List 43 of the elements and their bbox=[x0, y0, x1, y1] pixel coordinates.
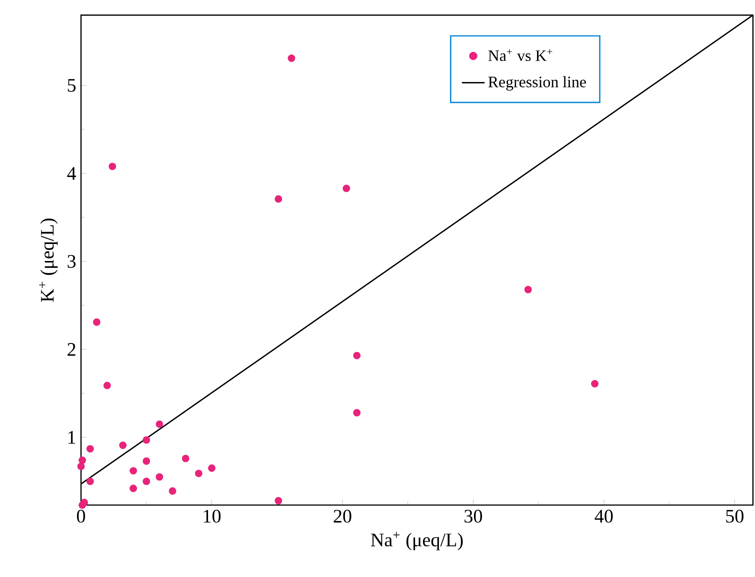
point bbox=[342, 184, 350, 192]
point bbox=[274, 496, 282, 504]
point bbox=[353, 408, 361, 416]
point bbox=[524, 286, 532, 294]
point bbox=[108, 162, 116, 170]
legend-label: Regression line bbox=[488, 76, 586, 91]
y-tick-label: 2 bbox=[68, 342, 76, 356]
y-axis-title: K$^{+}$ (μeq/L) bbox=[39, 218, 58, 302]
point bbox=[142, 436, 150, 444]
point bbox=[156, 420, 164, 428]
x-tick-label: 10 bbox=[204, 510, 221, 523]
point bbox=[103, 382, 111, 390]
point bbox=[156, 473, 164, 481]
point bbox=[130, 466, 138, 474]
y-tick-label: 3 bbox=[68, 254, 76, 268]
point bbox=[208, 464, 216, 472]
y-tick-label: 5 bbox=[68, 79, 76, 92]
x-tick-label: 20 bbox=[334, 510, 352, 523]
x-tick-label: 0 bbox=[76, 510, 86, 523]
point bbox=[119, 441, 127, 449]
legend-label: Na$^{+}$ vs K$^{+}$ bbox=[488, 49, 552, 61]
point bbox=[142, 478, 150, 485]
point bbox=[182, 454, 190, 462]
y-tick-label: 4 bbox=[67, 167, 76, 180]
x-tick-label: 40 bbox=[594, 510, 613, 523]
point bbox=[274, 195, 282, 203]
x-axis-title: Na$^{+}$ (μeq/L) bbox=[370, 532, 463, 550]
point bbox=[353, 352, 361, 360]
point bbox=[78, 456, 86, 464]
point bbox=[194, 470, 202, 478]
point bbox=[80, 498, 88, 506]
x-tick-label: 30 bbox=[464, 510, 482, 523]
point bbox=[86, 478, 94, 485]
point bbox=[130, 484, 138, 492]
point bbox=[591, 380, 598, 388]
point bbox=[168, 487, 176, 495]
point bbox=[142, 457, 150, 465]
point bbox=[288, 54, 296, 62]
y-tick-label: 1 bbox=[68, 430, 76, 444]
point bbox=[92, 318, 100, 326]
x-tick-label: 50 bbox=[726, 510, 744, 523]
point bbox=[77, 462, 85, 470]
point bbox=[86, 444, 94, 452]
